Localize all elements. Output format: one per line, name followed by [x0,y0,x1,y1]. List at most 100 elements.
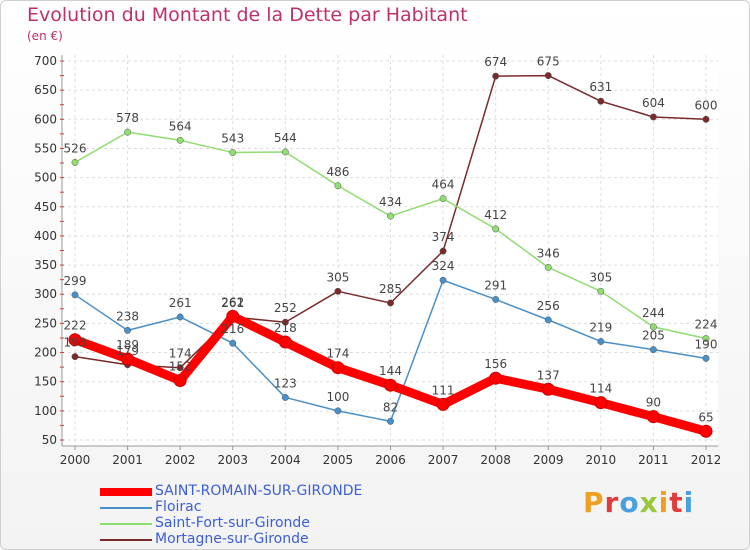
data-label: 285 [379,282,402,296]
data-label: 224 [695,318,718,332]
data-label: 252 [274,301,297,315]
data-label: 179 [116,344,139,358]
data-point [71,159,79,166]
y-tick-label: 50 [42,433,57,447]
data-point [649,113,657,121]
data-point [121,352,135,366]
data-label: 261 [169,296,192,310]
data-label: 65 [698,410,713,424]
data-label: 299 [64,274,87,288]
data-point [544,263,552,271]
data-label: 144 [379,364,402,378]
data-point [436,397,450,411]
data-label: 111 [432,383,455,397]
x-tick-label: 2004 [270,453,301,467]
data-point [387,299,394,307]
x-tick-label: 2002 [165,453,196,467]
data-point [544,72,552,80]
x-tick-label: 2001 [112,453,143,467]
data-point [387,212,394,220]
data-point [387,417,394,425]
data-label: 526 [64,141,87,155]
data-point [541,382,555,396]
data-label: 219 [589,320,612,334]
legend-label: Mortagne-sur-Gironde [155,531,309,547]
data-point [492,296,500,303]
data-label: 244 [642,306,665,320]
data-label: 412 [484,208,507,222]
data-point [597,338,605,345]
data-label: 600 [695,98,718,112]
y-tick-label: 500 [34,171,57,185]
chart-subtitle: (en €) [27,29,63,43]
data-label: 189 [116,338,139,352]
legend-label: Floirac [155,499,202,515]
data-label: 291 [484,278,507,292]
data-label: 190 [695,337,718,351]
data-point [597,287,605,295]
data-label: 90 [646,396,661,410]
y-tick-label: 400 [34,229,57,243]
logo-letter: i [658,486,670,519]
x-tick-label: 2005 [323,453,354,467]
data-label: 123 [274,376,297,390]
data-point [649,346,657,354]
data-label: 218 [274,321,297,335]
data-label: 261 [221,296,244,310]
y-tick-label: 450 [34,200,57,214]
data-point [439,276,447,284]
data-point [334,407,342,415]
data-label: 564 [169,119,192,133]
y-tick-label: 200 [34,346,57,360]
data-point [281,148,289,156]
data-point [334,287,342,295]
data-point [439,195,447,203]
data-point [646,410,660,424]
data-label: 193 [64,336,87,350]
logo-letter: t [669,486,684,519]
data-label: 82 [383,400,398,414]
logo-letter: r [604,486,620,519]
data-label: 174 [326,347,349,361]
data-point [492,72,500,80]
data-label: 100 [326,390,349,404]
data-point [544,316,552,324]
y-tick-label: 700 [34,54,57,68]
x-tick-label: 2010 [586,453,617,467]
data-label: 262 [221,295,244,309]
data-label: 256 [537,299,560,313]
data-label: 543 [221,132,244,146]
data-point [702,115,710,123]
legend-swatch [100,523,152,525]
data-point [384,378,397,392]
data-label: 675 [537,55,560,69]
chart-title: Evolution du Montant de la Dette par Hab… [27,4,468,26]
data-label: 238 [116,309,139,323]
data-point [229,149,237,156]
logo-letter: x [639,486,659,519]
data-label: 152 [169,360,192,374]
y-tick-label: 550 [34,141,57,155]
data-label: 114 [589,382,612,396]
data-label: 374 [432,230,455,244]
data-label: 174 [169,347,192,361]
data-label: 137 [537,368,560,382]
data-point [68,333,82,347]
legend-label: Saint-Fort-sur-Gironde [155,515,310,531]
data-label: 346 [537,246,560,260]
data-point [173,374,187,388]
x-tick-label: 2008 [480,453,511,467]
data-label: 205 [642,329,665,343]
data-point [281,318,289,326]
logo-letter: P [583,486,605,519]
data-point [702,354,710,362]
x-tick-label: 2009 [533,453,564,467]
data-point [281,393,289,401]
data-label: 464 [432,178,455,192]
x-tick-label: 2012 [691,453,722,467]
y-tick-label: 350 [34,258,57,272]
y-tick-label: 150 [34,375,57,389]
data-label: 604 [642,96,665,110]
legend-swatch [100,507,152,509]
